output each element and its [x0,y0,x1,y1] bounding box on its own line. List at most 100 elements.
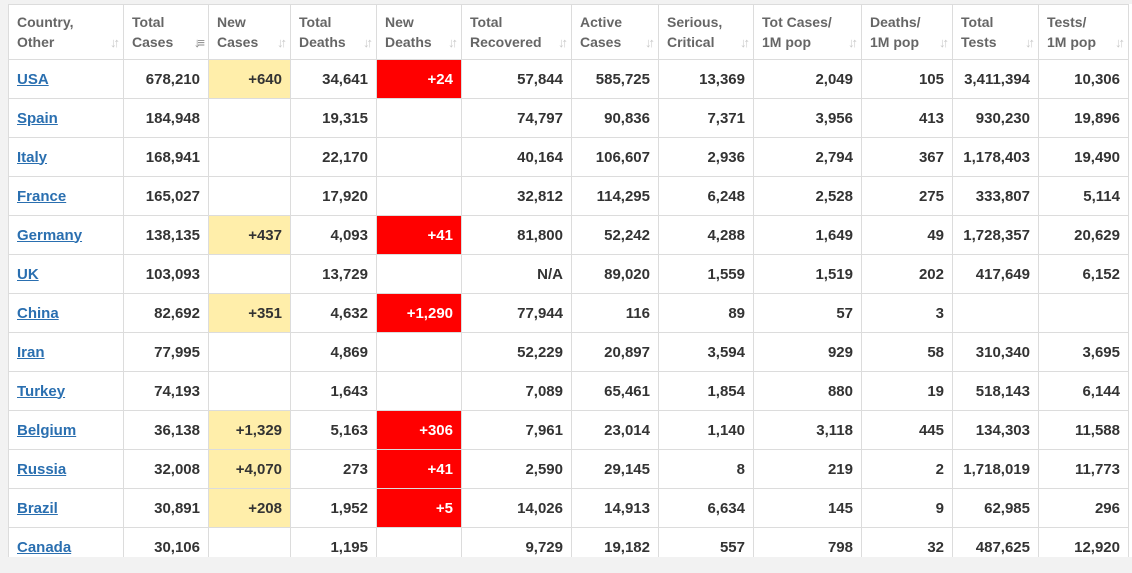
total-deaths-cell: 13,729 [290,254,377,294]
total-tests-cell: 1,178,403 [952,137,1039,177]
total-tests-cell: 1,718,019 [952,449,1039,489]
total-recovered-cell: 9,729 [461,527,572,557]
tot-cases-1m-cell: 798 [753,527,862,557]
total-recovered-cell: 2,590 [461,449,572,489]
serious-critical-cell: 2,936 [658,137,754,177]
country-cell: France [8,176,124,216]
serious-critical-cell: 4,288 [658,215,754,255]
new-cases-cell: +1,329 [208,410,291,450]
total-recovered-cell: 81,800 [461,215,572,255]
header-tests-1m[interactable]: Tests/1M pop ↓↑ [1038,4,1129,60]
serious-critical-cell: 6,634 [658,488,754,528]
header-new-deaths[interactable]: New Deaths ↓↑ [376,4,462,60]
header-total-recovered[interactable]: Total Recovered ↓↑ [461,4,572,60]
new-cases-cell [208,332,291,372]
deaths-1m-cell: 32 [861,527,953,557]
header-deaths-1m[interactable]: Deaths/1M pop ↓↑ [861,4,953,60]
total-cases-cell: 74,193 [123,371,209,411]
country-link[interactable]: USA [17,70,49,88]
header-total-tests[interactable]: Total Tests ↓↑ [952,4,1039,60]
new-cases-cell [208,527,291,557]
tot-cases-1m-cell: 2,794 [753,137,862,177]
table-row: Iran 77,995 4,869 52,229 20,897 3,594 929 58 310… [8,332,1129,372]
country-link[interactable]: France [17,187,67,205]
new-deaths-cell [376,371,462,411]
sort-icon: ↓↑ [110,35,120,50]
new-cases-cell [208,98,291,138]
total-tests-cell: 1,728,357 [952,215,1039,255]
new-cases-cell [208,176,291,216]
header-serious-critical[interactable]: Serious, Critical ↓↑ [658,4,754,60]
new-deaths-cell [376,254,462,294]
new-deaths-cell: +41 [376,449,462,489]
country-cell: Iran [8,332,124,372]
header-country[interactable]: Country, Other ↓↑ [8,4,124,60]
header-new-cases[interactable]: New Cases ↓↑ [208,4,291,60]
table-row: Russia 32,008 +4,070 273 +41 2,590 29,145 8 219 2… [8,449,1129,489]
table-row: Turkey 74,193 1,643 7,089 65,461 1,854 880 19 51… [8,371,1129,411]
country-cell: Spain [8,98,124,138]
header-active-cases[interactable]: Active Cases ↓↑ [571,4,659,60]
country-cell: Brazil [8,488,124,528]
sort-icon: ↓↑ [363,35,373,50]
country-link[interactable]: Turkey [17,382,66,400]
country-link[interactable]: China [17,304,59,322]
header-total-cases[interactable]: Total Cases ↓≡ [123,4,209,60]
country-link[interactable]: Iran [17,343,45,361]
country-cell: Belgium [8,410,124,450]
tests-1m-cell: 12,920 [1038,527,1129,557]
total-deaths-cell: 17,920 [290,176,377,216]
total-cases-cell: 77,995 [123,332,209,372]
total-cases-cell: 103,093 [123,254,209,294]
country-cell: Canada [8,527,124,557]
tests-1m-cell: 10,306 [1038,59,1129,99]
new-deaths-cell [376,176,462,216]
new-deaths-cell [376,98,462,138]
deaths-1m-cell: 49 [861,215,953,255]
country-cell: Italy [8,137,124,177]
total-tests-cell: 487,625 [952,527,1039,557]
country-link[interactable]: Spain [17,109,58,127]
serious-critical-cell: 13,369 [658,59,754,99]
country-link[interactable]: Belgium [17,421,77,439]
active-cases-cell: 52,242 [571,215,659,255]
table-row: Canada 30,106 1,195 9,729 19,182 557 798 32 487,… [8,527,1129,557]
active-cases-cell: 23,014 [571,410,659,450]
total-recovered-cell: 74,797 [461,98,572,138]
total-deaths-cell: 22,170 [290,137,377,177]
tests-1m-cell: 19,896 [1038,98,1129,138]
total-cases-cell: 168,941 [123,137,209,177]
deaths-1m-cell: 445 [861,410,953,450]
header-total-deaths[interactable]: Total Deaths ↓↑ [290,4,377,60]
total-tests-cell: 930,230 [952,98,1039,138]
new-deaths-cell: +5 [376,488,462,528]
active-cases-cell: 29,145 [571,449,659,489]
tot-cases-1m-cell: 3,956 [753,98,862,138]
total-tests-cell: 310,340 [952,332,1039,372]
total-recovered-cell: 32,812 [461,176,572,216]
country-link[interactable]: Germany [17,226,83,244]
table-row: Germany 138,135 +437 4,093 +41 81,800 52,242 4,… [8,215,1129,255]
total-cases-cell: 165,027 [123,176,209,216]
serious-critical-cell: 557 [658,527,754,557]
tests-1m-cell: 3,695 [1038,332,1129,372]
total-tests-cell: 333,807 [952,176,1039,216]
total-cases-cell: 36,138 [123,410,209,450]
serious-critical-cell: 6,248 [658,176,754,216]
total-tests-cell [952,293,1039,333]
sort-icon: ↓↑ [740,35,750,50]
total-deaths-cell: 4,093 [290,215,377,255]
header-tot-cases-1m[interactable]: Tot Cases/1M pop ↓↑ [753,4,862,60]
country-link[interactable]: Canada [17,538,72,556]
country-link[interactable]: Brazil [17,499,58,517]
active-cases-cell: 89,020 [571,254,659,294]
new-deaths-cell [376,527,462,557]
new-deaths-cell: +306 [376,410,462,450]
active-cases-cell: 114,295 [571,176,659,216]
table-row: Italy 168,941 22,170 40,164 106,607 2,936 2,79… [8,137,1129,177]
total-recovered-cell: 7,961 [461,410,572,450]
country-link[interactable]: UK [17,265,39,283]
country-link[interactable]: Russia [17,460,67,478]
tests-1m-cell: 6,152 [1038,254,1129,294]
country-link[interactable]: Italy [17,148,48,166]
